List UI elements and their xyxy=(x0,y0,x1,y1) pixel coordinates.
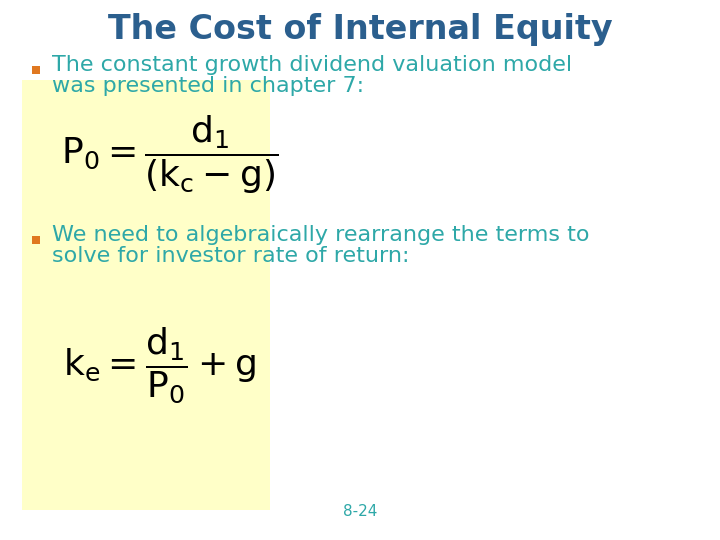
Text: 8-24: 8-24 xyxy=(343,504,377,519)
Text: $\mathrm{P_0 = \dfrac{d_1}{(k_c - g)}}$: $\mathrm{P_0 = \dfrac{d_1}{(k_c - g)}}$ xyxy=(61,114,279,196)
Text: The Cost of Internal Equity: The Cost of Internal Equity xyxy=(108,14,612,46)
Text: was presented in chapter 7:: was presented in chapter 7: xyxy=(52,76,364,96)
Bar xyxy=(32,236,40,244)
Text: solve for investor rate of return:: solve for investor rate of return: xyxy=(52,246,410,266)
Text: $\mathrm{k_e = \dfrac{d_1}{P_0} + g}$: $\mathrm{k_e = \dfrac{d_1}{P_0} + g}$ xyxy=(63,325,256,405)
Text: The constant growth dividend valuation model: The constant growth dividend valuation m… xyxy=(52,55,572,75)
Text: We need to algebraically rearrange the terms to: We need to algebraically rearrange the t… xyxy=(52,225,590,245)
Bar xyxy=(22,80,270,510)
Bar xyxy=(32,66,40,74)
